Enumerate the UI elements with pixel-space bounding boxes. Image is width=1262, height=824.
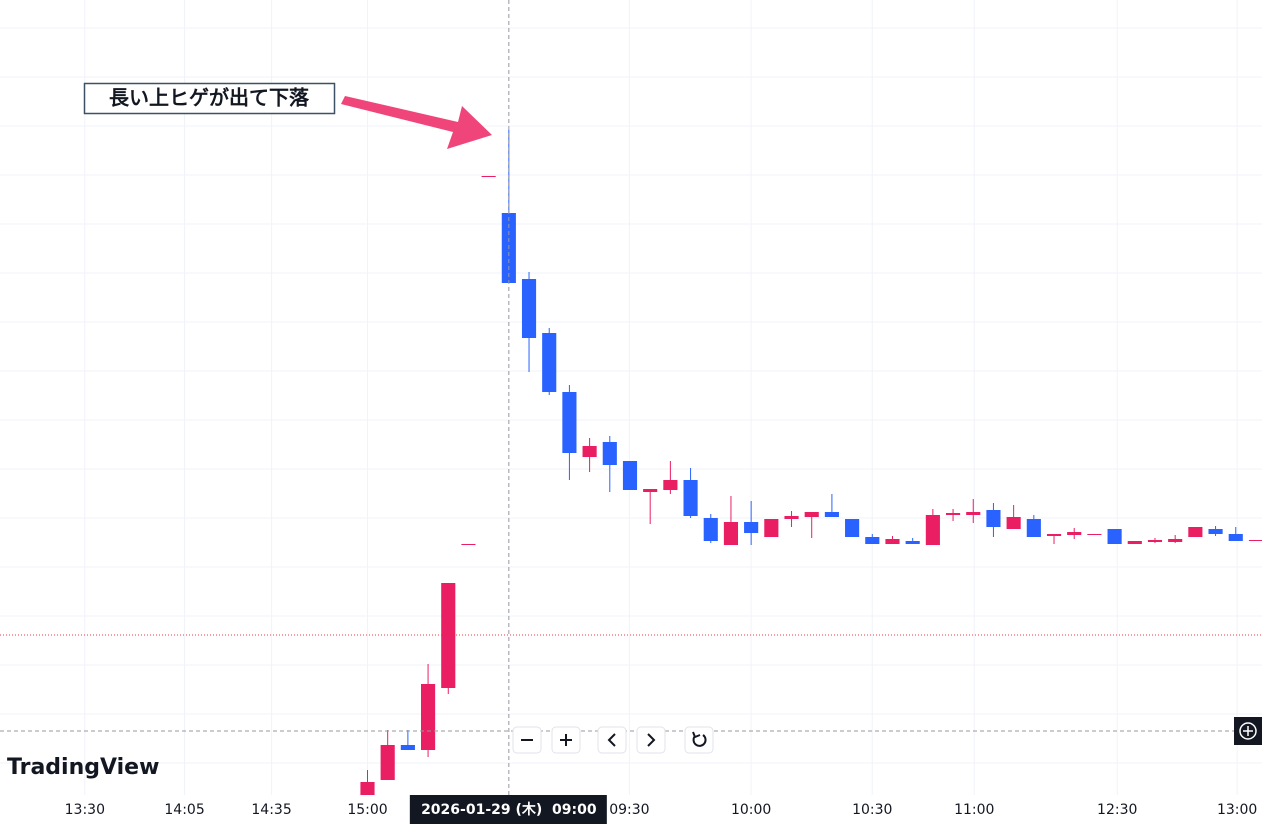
x-tick-label: 09:30	[609, 802, 649, 818]
candle-body	[683, 480, 698, 516]
candle-body	[703, 518, 718, 541]
candle-body	[360, 782, 375, 795]
candle-body	[744, 522, 759, 533]
candle-body	[905, 541, 920, 544]
crosshair-label: 2026-01-29 (木) 09:00	[421, 801, 597, 818]
candle-body	[521, 279, 537, 338]
candle-body	[966, 512, 981, 515]
candle-body	[380, 745, 395, 780]
candle-body	[1087, 534, 1102, 535]
x-tick-label: 14:05	[164, 802, 204, 818]
annotation-arrow	[341, 96, 492, 149]
zoom-out-button[interactable]	[512, 726, 542, 754]
candle-body	[1067, 532, 1082, 535]
annotation-text: 長い上ヒゲが出て下落	[109, 86, 310, 110]
reset-button[interactable]	[684, 726, 714, 754]
scroll-right-button[interactable]	[636, 726, 666, 754]
zoom-in-button[interactable]	[551, 726, 581, 754]
crosshair-label-box	[409, 795, 607, 824]
candle-body	[602, 442, 617, 465]
candle-body	[1147, 540, 1163, 542]
candle-body	[582, 446, 597, 457]
x-tick-label: 14:35	[251, 802, 291, 818]
candle-body	[1046, 534, 1062, 536]
candle-body	[764, 519, 779, 537]
annotation-box	[83, 82, 336, 115]
candle-body	[945, 513, 961, 515]
candle-body	[845, 519, 860, 537]
x-tick-label: 10:30	[852, 802, 892, 818]
candle-body	[400, 745, 415, 750]
candle-body	[622, 461, 638, 490]
candle-body	[723, 522, 739, 545]
candle-body	[1228, 534, 1243, 541]
time-axis	[0, 795, 1262, 824]
candle-body	[562, 392, 577, 453]
x-tick-label: 10:00	[731, 802, 771, 818]
candle-body	[421, 684, 436, 750]
candle-body	[481, 176, 496, 177]
candle-body	[1188, 527, 1203, 537]
x-tick-label: 12:30	[1097, 802, 1137, 818]
x-tick-label: 13:30	[65, 802, 105, 818]
candle-body	[824, 512, 839, 517]
add-button[interactable]	[1234, 717, 1262, 745]
candle-body	[1107, 529, 1122, 544]
candle-body	[461, 544, 476, 545]
candle-body	[1248, 540, 1262, 541]
x-tick-label: 15:00	[347, 802, 387, 818]
x-tick-label: 13:00	[1217, 802, 1257, 818]
candle-body	[441, 583, 456, 688]
candle-body	[1168, 539, 1183, 542]
candle-body	[542, 333, 557, 392]
candle-body	[865, 537, 880, 544]
candle-body	[986, 510, 1001, 527]
scroll-left-button[interactable]	[597, 726, 627, 754]
candle-body	[1006, 517, 1021, 529]
candle-body	[663, 480, 678, 490]
candle-body	[1026, 519, 1041, 537]
candle-body	[1208, 529, 1223, 534]
candle-body	[804, 512, 819, 517]
candle-body	[885, 539, 900, 544]
logo: TradingView	[7, 755, 159, 780]
x-tick-label: 11:00	[954, 802, 994, 818]
candle-body	[784, 516, 799, 519]
candle-body	[1127, 541, 1142, 544]
candle-body	[925, 515, 940, 545]
candle-body	[643, 489, 658, 492]
